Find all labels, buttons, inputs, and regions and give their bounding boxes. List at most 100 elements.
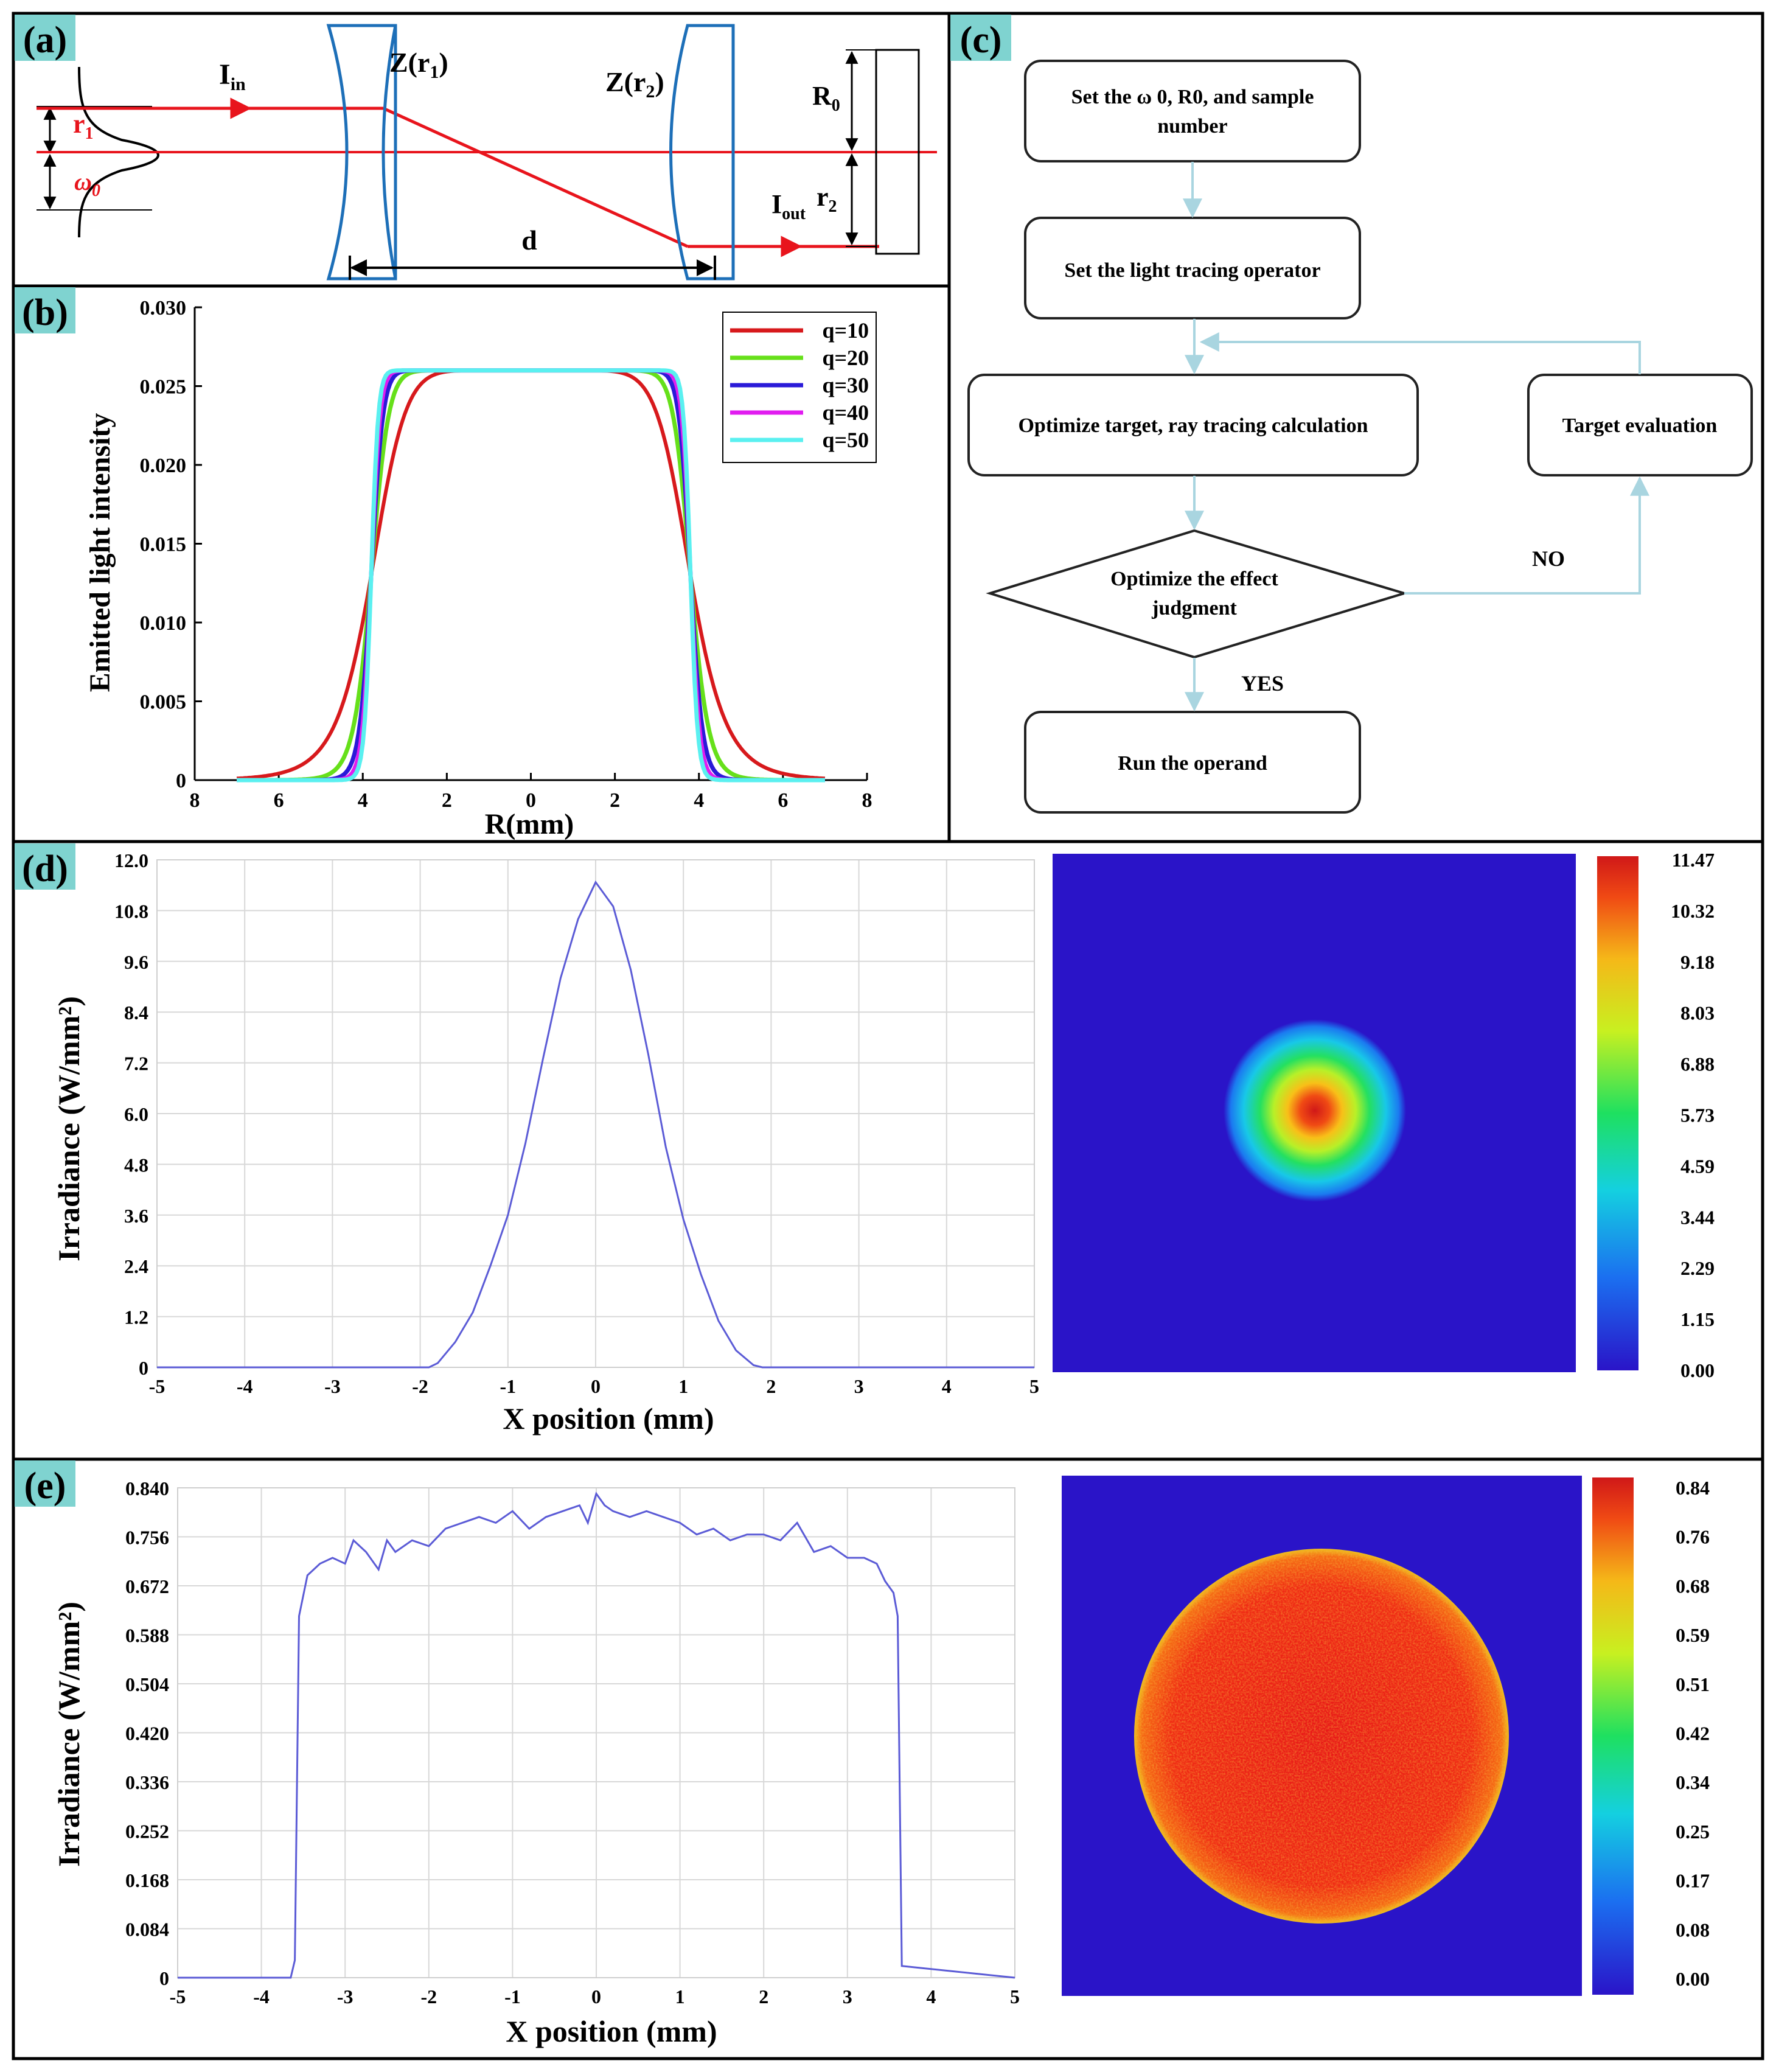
chart-e-x-tick-label: -1 — [504, 1986, 521, 2007]
chart-b-x-tick-label: 0 — [526, 789, 536, 812]
chart-d-x-tick-label: 3 — [854, 1375, 864, 1397]
colorbar-d-label: 11.47 — [1672, 849, 1715, 871]
chart-e-y-tick-label: 0.420 — [125, 1723, 169, 1745]
chart-d-x-tick-label: 0 — [591, 1375, 601, 1397]
chart-e-y-tick-label: 0.756 — [125, 1527, 169, 1549]
colorbar-e-label: 0.17 — [1676, 1870, 1710, 1892]
svg-text:judgment: judgment — [1151, 597, 1237, 619]
chart-b-series — [236, 368, 826, 783]
chart-b-series-q-50 — [237, 368, 825, 783]
chart-b-legend-label: q=40 — [822, 400, 869, 425]
flow-yes-label: YES — [1241, 671, 1284, 696]
chart-b-x-tick-label: 2 — [610, 789, 620, 812]
chart-d-y-tick-label: 9.6 — [124, 951, 148, 973]
chart-b-x-tick-label: 4 — [358, 789, 368, 812]
chart-d-y-tick-label: 10.8 — [114, 900, 148, 922]
colorbar-d-label: 8.03 — [1680, 1002, 1715, 1024]
label-r1: r1 — [73, 109, 94, 143]
colorbar-d-label: 0.00 — [1680, 1359, 1715, 1381]
panel-label-a: (a) — [15, 15, 75, 61]
chart-d-y-tick-label: 1.2 — [124, 1306, 148, 1328]
svg-text:Target evaluation: Target evaluation — [1562, 414, 1718, 437]
chart-b-x-tick-label: 8 — [190, 789, 200, 812]
chart-b-legend-label: q=50 — [822, 428, 869, 452]
chart-b-xlabel: R(mm) — [485, 808, 574, 840]
chart-b-y-tick-label: 0.010 — [140, 612, 187, 635]
chart-d-x-tick-label: 1 — [678, 1375, 688, 1397]
panel-label-c: (c) — [950, 15, 1011, 61]
colorbar-e: 0.84 0.76 0.68 0.59 0.51 0.42 0.34 0.25 0.17 0.08… — [1592, 1477, 1710, 1995]
colorbar-d-label: 3.44 — [1680, 1206, 1715, 1228]
chart-d-y-tick-label: 0 — [139, 1357, 148, 1379]
output-screen — [875, 49, 920, 255]
heatmap-d-spot — [1224, 1019, 1406, 1202]
chart-b-x-tick-label: 8 — [862, 789, 872, 812]
colorbar-e-label: 0.25 — [1676, 1821, 1710, 1843]
chart-d-plot-area — [156, 859, 1035, 1368]
chart-b-y-tick-label: 0.030 — [140, 297, 187, 319]
chart-b-legend-label: q=20 — [822, 346, 869, 370]
chart-d-y-tick-label: 7.2 — [124, 1053, 148, 1075]
chart-e-x-tick-label: -3 — [337, 1986, 353, 2007]
svg-text:Optimize target, ray tracing c: Optimize target, ray tracing calculation — [1018, 414, 1368, 437]
chart-e-axes: -5 -4 -3 -2 -1 0 1 2 3 4 5 0 0.084 0.168 0.252 0.336 0.4… — [125, 1477, 1020, 2007]
chart-b-legend-label: q=30 — [822, 373, 869, 397]
label-R0: R0 — [812, 81, 840, 115]
chart-e-y-tick-label: 0.672 — [125, 1575, 169, 1597]
chart-b-y-tick-label: 0 — [176, 770, 186, 792]
chart-d-x-tick-label: -5 — [149, 1375, 165, 1397]
label-r2: r2 — [817, 182, 837, 216]
colorbar-e-label: 0.84 — [1676, 1477, 1710, 1499]
chart-e-y-tick-label: 0 — [159, 1967, 169, 1989]
chart-e-x-tick-label: -2 — [420, 1986, 437, 2007]
chart-d-y-tick-label: 12.0 — [114, 849, 148, 871]
chart-b-legend: q=10 q=20 q=30 q=40 q=50 — [722, 312, 877, 463]
chart-b-legend-label: q=10 — [822, 318, 869, 343]
chart-e-plot-area — [177, 1487, 1015, 1978]
chart-e-y-tick-label: 0.504 — [125, 1673, 169, 1695]
colorbar-e-label: 0.08 — [1676, 1919, 1710, 1941]
chart-e-x-tick-label: 1 — [675, 1986, 685, 2007]
chart-d-y-tick-label: 8.4 — [124, 1002, 148, 1024]
label-d: d — [521, 225, 537, 256]
decision-judgment: Optimize the effect judgment — [986, 529, 1409, 659]
chart-d-x-tick-label: -2 — [412, 1375, 428, 1397]
chart-e-y-tick-label: 0.336 — [125, 1771, 169, 1793]
optics-diagram: Iin Z(r1) Z(r2) r1 ω0 R0 r2 Iout d — [37, 24, 937, 281]
svg-text:Set the ω 0, R0, and sample: Set the ω 0, R0, and sample — [1071, 86, 1314, 108]
chart-e-series — [178, 1491, 1015, 1979]
chart-d-x-tick-label: 2 — [766, 1375, 776, 1397]
chart-b: 0 0.005 0.010 0.015 0.020 0.025 0.030 8 6 4 2 0 2 4 6 8… — [84, 297, 877, 840]
chart-d-y-tick-label: 3.6 — [124, 1205, 148, 1227]
svg-text:number: number — [1157, 115, 1227, 138]
colorbar-d: 11.47 10.32 9.18 8.03 6.88 5.73 4.59 3.44 2.29 1.… — [1597, 849, 1715, 1381]
chart-b-y-tick-label: 0.020 — [140, 455, 187, 477]
panel-label-b: (b) — [15, 287, 75, 333]
svg-text:Run the operand: Run the operand — [1118, 752, 1267, 775]
heatmap-e-noise — [1136, 1551, 1507, 1922]
colorbar-e-label: 0.68 — [1676, 1575, 1710, 1597]
chart-d: -5 -4 -3 -2 -1 0 1 2 3 4 5 0 1.2 2.4 3.6 4.8 6.0 7.2 8.4 9.… — [52, 849, 1039, 1435]
label-Z-r1: Z(r1) — [389, 47, 448, 82]
svg-text:Set the light tracing operator: Set the light tracing operator — [1064, 259, 1320, 282]
colorbar-e-label: 0.59 — [1676, 1624, 1710, 1646]
chart-e-line — [178, 1491, 1015, 1979]
chart-b-ylabel: Emitted light intensity — [84, 413, 116, 692]
colorbar-e-label: 0.34 — [1676, 1771, 1710, 1793]
panel-label-d: (d) — [15, 843, 75, 890]
panel-borders — [12, 12, 1764, 2060]
chart-e-x-tick-label: 4 — [926, 1986, 936, 2007]
refracted-beam — [382, 106, 689, 248]
chart-d-x-tick-label: -1 — [500, 1375, 516, 1397]
svg-text:(d): (d) — [22, 848, 68, 890]
chart-d-x-tick-label: 4 — [942, 1375, 952, 1397]
chart-e-y-tick-label: 0.588 — [125, 1625, 169, 1647]
chart-d-axes: -5 -4 -3 -2 -1 0 1 2 3 4 5 0 1.2 2.4 3.6 4.8 6.0 7.2 8.4 9.… — [114, 849, 1039, 1397]
label-I-in: Iin — [219, 58, 246, 94]
chart-d-line — [157, 880, 1034, 1369]
colorbar-d-label: 1.15 — [1680, 1308, 1715, 1330]
colorbar-d-label: 9.18 — [1680, 951, 1715, 973]
chart-e-ylabel: Irradiance (W/mm²) — [52, 1602, 86, 1867]
svg-text:Optimize the effect: Optimize the effect — [1110, 568, 1278, 590]
